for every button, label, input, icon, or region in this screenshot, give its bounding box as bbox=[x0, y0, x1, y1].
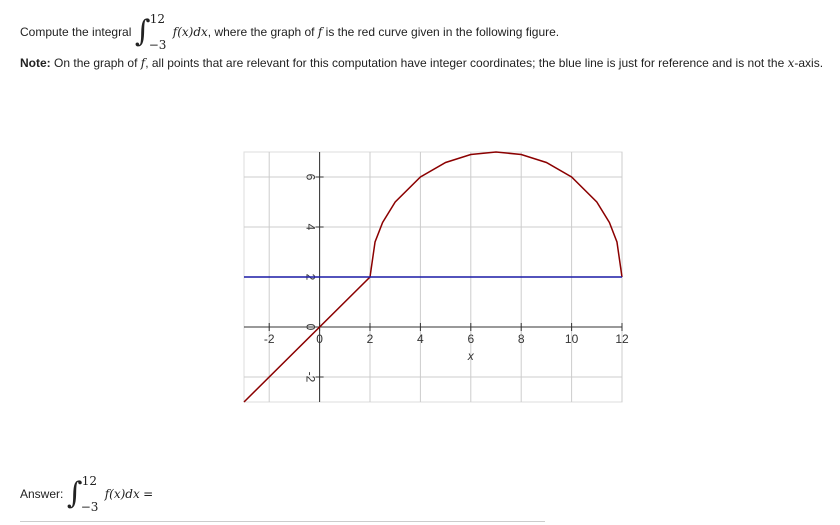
note-label: Note: bbox=[20, 56, 51, 70]
upper-limit: 12 bbox=[81, 474, 97, 488]
y-tick-label: -2 bbox=[303, 372, 317, 383]
axis-name: x bbox=[787, 56, 795, 70]
note: Note: On the graph of f, all points that… bbox=[20, 56, 823, 70]
integral-sign: ∫ bbox=[134, 14, 151, 49]
x-tick-label: -2 bbox=[264, 332, 275, 346]
question-prefix: Compute the integral bbox=[20, 25, 132, 40]
answer-input[interactable] bbox=[20, 521, 545, 522]
x-tick-label: 8 bbox=[518, 332, 525, 346]
lower-limit: −3 bbox=[148, 38, 167, 52]
integrand: f(x)dx bbox=[104, 487, 140, 502]
note-text: -axis. bbox=[794, 56, 824, 70]
y-tick-label: 4 bbox=[303, 224, 317, 231]
x-tick-label: 2 bbox=[367, 332, 374, 346]
integral: ∫ 12 −3 bbox=[135, 12, 173, 52]
answer: Answer: ∫ 12 −3 f(x)dx = bbox=[20, 474, 154, 514]
x-tick-label: 10 bbox=[565, 332, 579, 346]
note-text: On the graph of bbox=[54, 56, 138, 70]
curve bbox=[243, 151, 623, 403]
question: Compute the integral ∫ 12 −3 f(x)dx, whe… bbox=[20, 12, 560, 52]
x-tick-label: 4 bbox=[417, 332, 424, 346]
integral-sign: ∫ bbox=[66, 476, 83, 511]
function-name: f bbox=[140, 56, 146, 70]
integral: ∫ 12 −3 bbox=[67, 474, 105, 514]
lower-limit: −3 bbox=[80, 500, 99, 514]
question-middle: , where the graph of bbox=[207, 25, 315, 40]
equals: = bbox=[143, 487, 154, 502]
x-axis-label: x bbox=[467, 349, 475, 363]
x-tick-label: 6 bbox=[467, 332, 474, 346]
upper-limit: 12 bbox=[149, 12, 166, 26]
answer-label: Answer: bbox=[20, 487, 64, 502]
note-text: , all points that are relevant for this … bbox=[145, 56, 785, 70]
x-tick-label: 12 bbox=[615, 332, 629, 346]
integrand: f(x)dx bbox=[172, 25, 208, 40]
question-suffix: is the red curve given in the following … bbox=[325, 25, 560, 40]
function-name: f bbox=[317, 25, 323, 40]
y-tick-label: 6 bbox=[303, 174, 317, 181]
